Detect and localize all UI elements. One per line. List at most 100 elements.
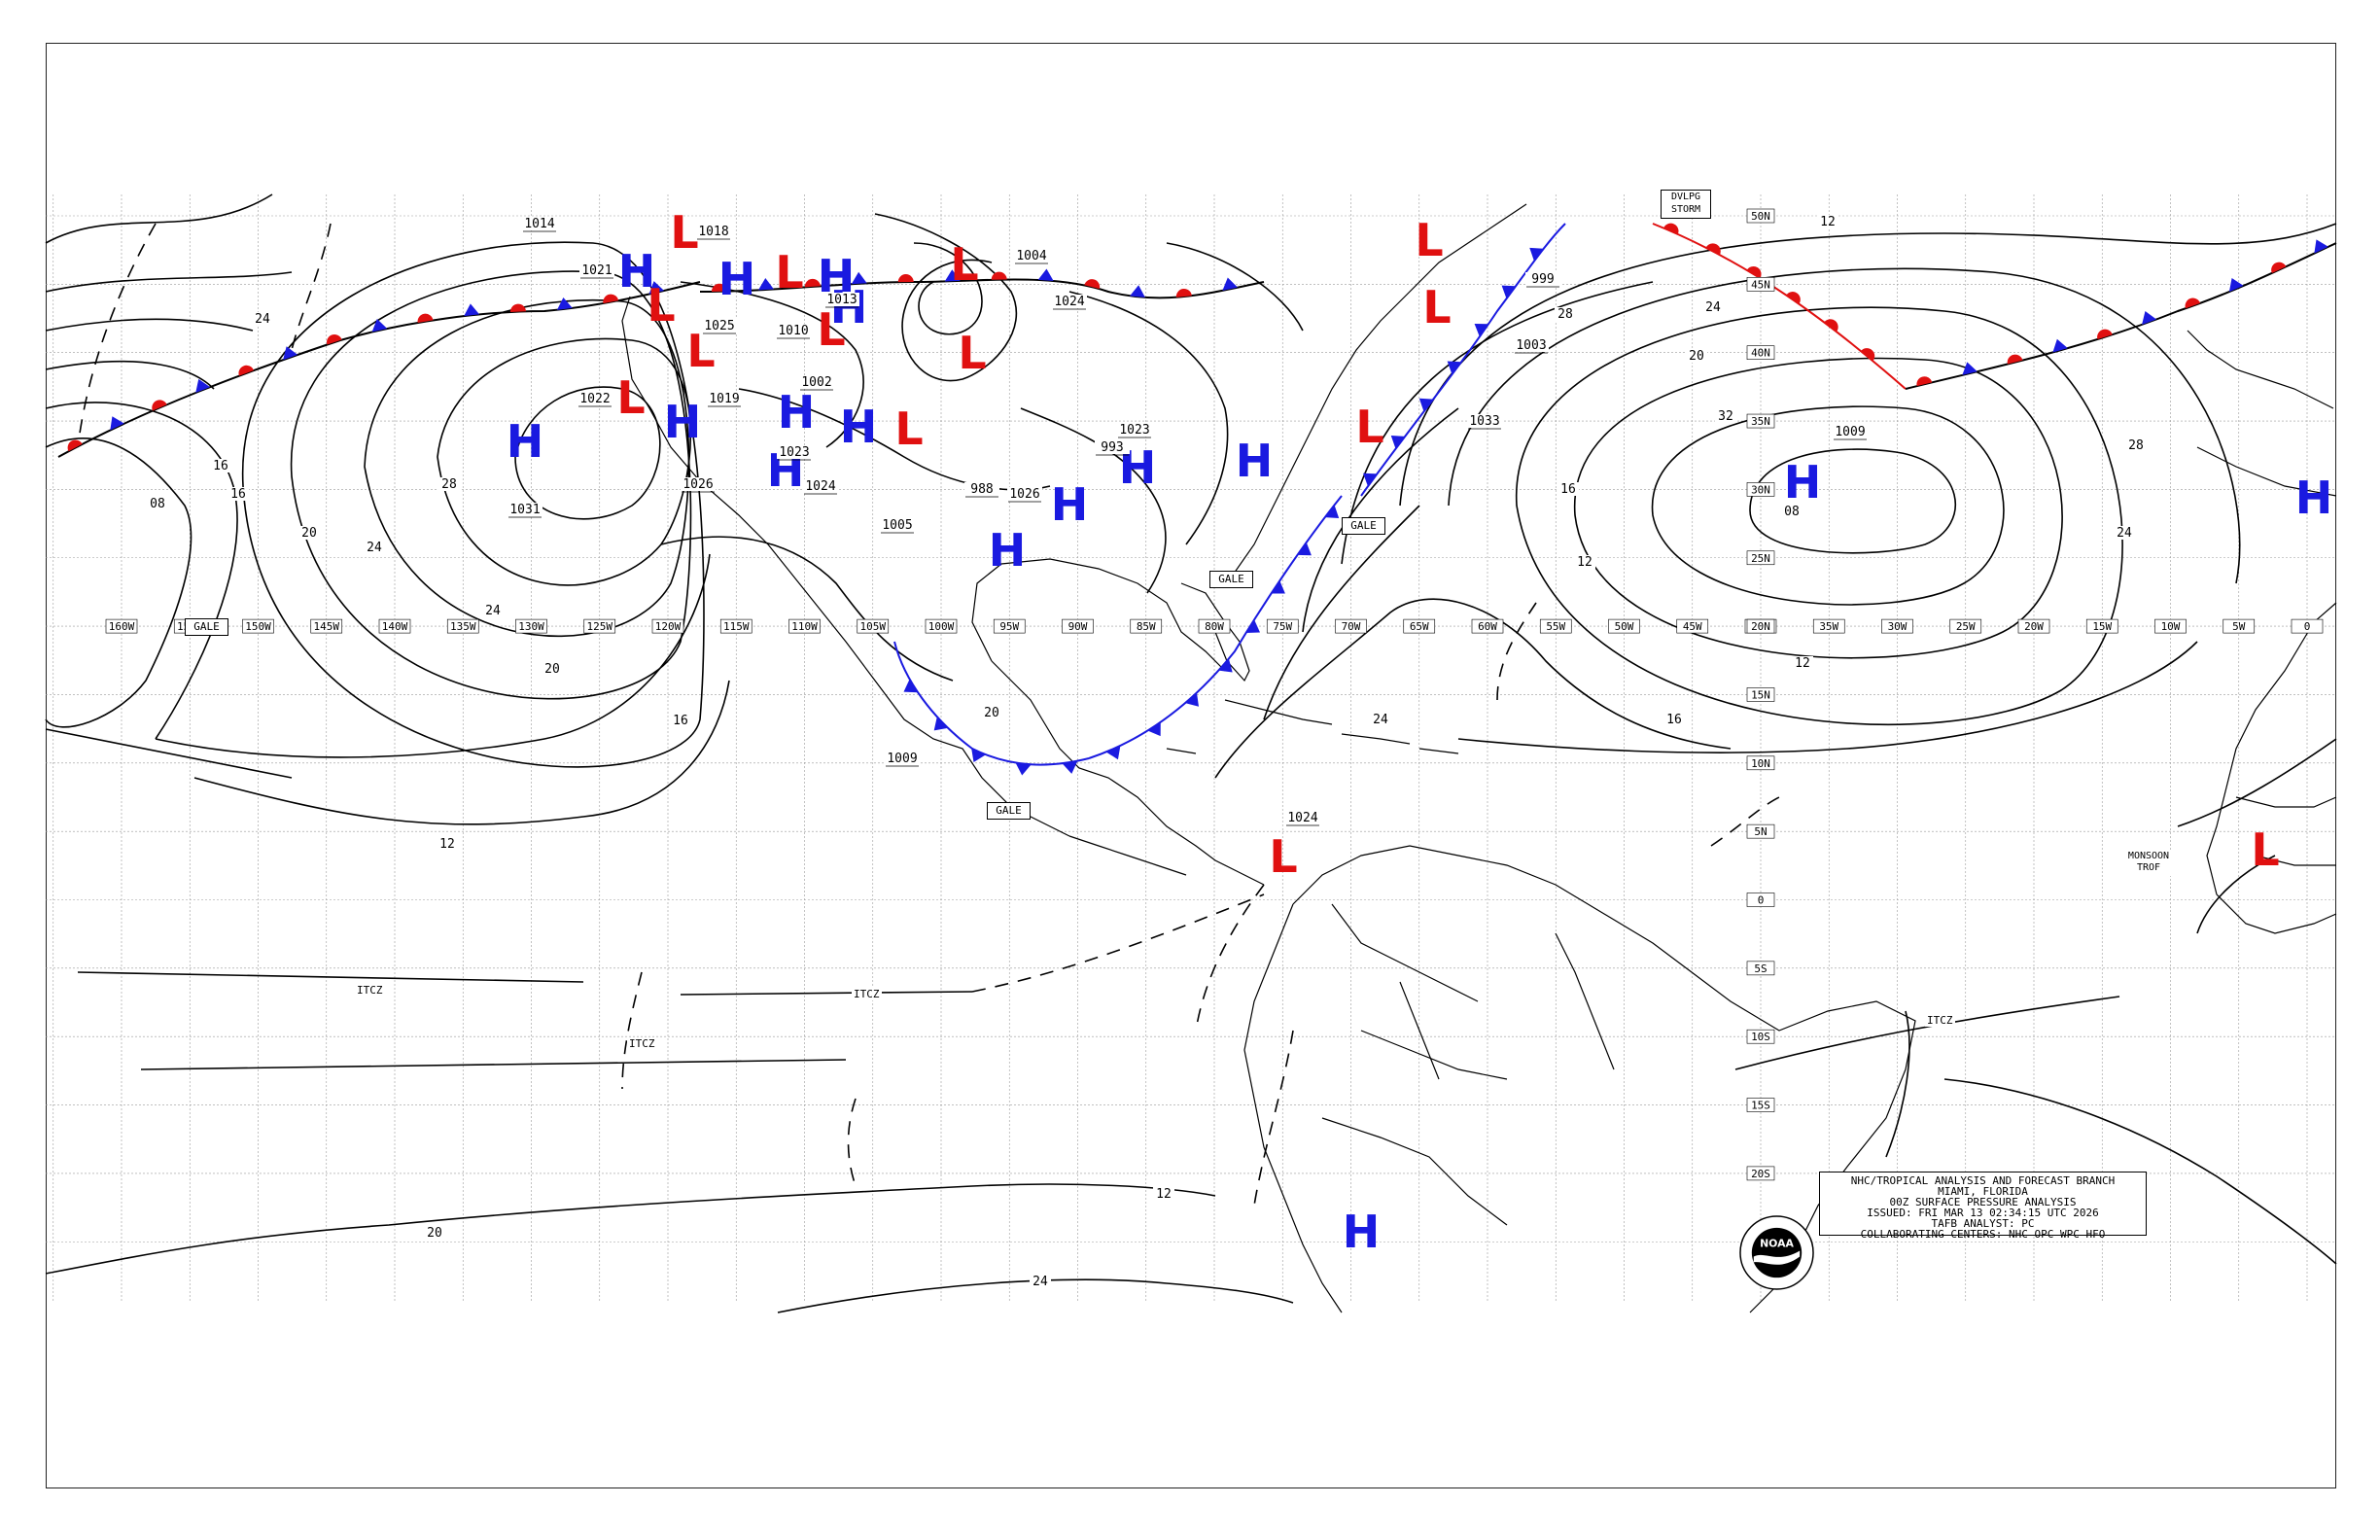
cold-front-symbol <box>851 271 867 285</box>
warm-front-symbol <box>2271 262 2287 273</box>
svg-text:12: 12 <box>1795 656 1810 671</box>
lon-label-130w: 130W <box>515 618 547 634</box>
svg-text:10W: 10W <box>2161 620 2181 633</box>
cold-front-symbol <box>1324 505 1340 519</box>
coastlines <box>621 203 2337 1313</box>
svg-text:1018: 1018 <box>698 225 728 239</box>
isobar-value-20: 12 <box>1574 555 1595 570</box>
svg-text:1009: 1009 <box>887 752 917 766</box>
svg-text:988: 988 <box>970 482 993 497</box>
svg-text:5W: 5W <box>2232 620 2246 633</box>
svg-text:30W: 30W <box>1888 620 1908 633</box>
lon-label-55w: 55W <box>1539 618 1572 634</box>
info-line-5: TAFB ANALYST: PC <box>1931 1217 2035 1230</box>
pressure-label-19: 1009 <box>1833 425 1868 440</box>
low-center-2: L <box>647 279 675 332</box>
svg-text:24: 24 <box>255 312 270 327</box>
svg-text:15S: 15S <box>1751 1100 1770 1112</box>
pressure-label-7: 1022 <box>578 392 612 407</box>
svg-text:70W: 70W <box>1342 620 1361 633</box>
warm-front-symbol <box>238 365 254 376</box>
cold-front-symbol <box>2052 338 2068 353</box>
svg-text:65W: 65W <box>1410 620 1429 633</box>
cold-front-symbol <box>1529 247 1544 262</box>
lon-label-100w: 100W <box>925 618 958 634</box>
lat-label-5s: 5S <box>1746 961 1775 976</box>
svg-text:16: 16 <box>213 459 228 473</box>
lon-label-160w: 160W <box>105 618 138 634</box>
isobar-value-4: 24 <box>364 541 385 555</box>
svg-text:20: 20 <box>301 526 317 541</box>
svg-text:80W: 80W <box>1205 620 1224 633</box>
svg-text:130W: 130W <box>518 620 544 633</box>
lon-label-140w: 140W <box>378 618 411 634</box>
cold-front-symbol <box>1147 721 1161 737</box>
lon-label-150w: 150W <box>242 618 274 634</box>
pressure-label-25: 988 <box>964 482 999 498</box>
pressure-label-13: 1026 <box>681 477 716 493</box>
cold-front-symbol <box>2314 239 2328 254</box>
isobar-value-25: 20 <box>981 706 1002 720</box>
svg-text:95W: 95W <box>999 620 1019 633</box>
info-line-2: MIAMI, FLORIDA <box>1938 1185 2028 1198</box>
cold-front-symbol <box>1015 762 1032 776</box>
front-line-4 <box>893 641 1090 766</box>
warm-front-symbol <box>711 283 727 292</box>
lon-label-95w: 95W <box>993 618 1026 634</box>
svg-text:20: 20 <box>1689 349 1704 364</box>
svg-text:150W: 150W <box>245 620 271 633</box>
lon-label-75w: 75W <box>1266 618 1299 634</box>
svg-text:100W: 100W <box>928 620 955 633</box>
lon-label-60w: 60W <box>1471 618 1504 634</box>
lat-label-25n: 25N <box>1746 550 1775 566</box>
svg-text:16: 16 <box>230 487 246 502</box>
warm-front-symbol <box>1175 289 1192 298</box>
pressure-label-3: 1025 <box>702 319 737 334</box>
high-center-9: H <box>1051 478 1089 531</box>
svg-text:12: 12 <box>439 837 455 852</box>
svg-text:24: 24 <box>2117 526 2132 541</box>
warm-front-symbol <box>509 303 526 312</box>
cold-front-symbol <box>1062 760 1078 774</box>
storm-box: DVLPG STORM <box>1661 190 1711 219</box>
svg-text:1023: 1023 <box>779 445 809 460</box>
svg-text:1026: 1026 <box>682 477 713 492</box>
high-center-1: H <box>507 415 544 468</box>
fronts <box>57 223 2337 776</box>
svg-text:30N: 30N <box>1751 483 1770 496</box>
info-line-1: NHC/TROPICAL ANALYSIS AND FORECAST BRANC… <box>1850 1174 2116 1187</box>
svg-text:110W: 110W <box>791 620 818 633</box>
high-center-2: H <box>618 245 656 298</box>
cold-front-symbol <box>195 378 211 393</box>
lat-label-10s: 10S <box>1746 1029 1775 1044</box>
map-labels: 160W155W150W145W140W135W130W125W120W115W… <box>105 208 2324 1289</box>
lon-label-20w: 20W <box>2017 618 2050 634</box>
low-center-10: L <box>1355 401 1383 453</box>
svg-text:12: 12 <box>1577 555 1592 570</box>
svg-text:25W: 25W <box>1956 620 1976 633</box>
lat-label-45n: 45N <box>1746 277 1775 292</box>
cold-front-symbol <box>1245 619 1261 633</box>
lon-label-110w: 110W <box>788 618 821 634</box>
svg-text:55W: 55W <box>1546 620 1565 633</box>
cold-front-symbol <box>464 303 480 317</box>
low-center-5: L <box>775 246 803 298</box>
low-center-6: L <box>817 303 845 356</box>
lon-label-10w: 10W <box>2154 618 2187 634</box>
svg-text:120W: 120W <box>655 620 682 633</box>
svg-text:12: 12 <box>1820 215 1836 229</box>
svg-text:1031: 1031 <box>509 503 540 517</box>
cold-front-symbol <box>1271 580 1285 594</box>
pressure-label-22: 999 <box>1525 272 1560 288</box>
svg-text:140W: 140W <box>382 620 408 633</box>
cold-front-symbol <box>1501 285 1517 299</box>
svg-text:45W: 45W <box>1683 620 1702 633</box>
svg-text:1019: 1019 <box>709 392 739 406</box>
lon-label-0: 0 <box>2291 618 2324 634</box>
svg-text:16: 16 <box>1666 713 1682 727</box>
svg-text:25N: 25N <box>1751 552 1770 565</box>
cold-front-symbol <box>944 269 961 282</box>
lat-label-15s: 15S <box>1746 1098 1775 1112</box>
pressure-label-16: 1023 <box>1117 423 1152 438</box>
warm-front-symbol <box>2185 298 2201 309</box>
